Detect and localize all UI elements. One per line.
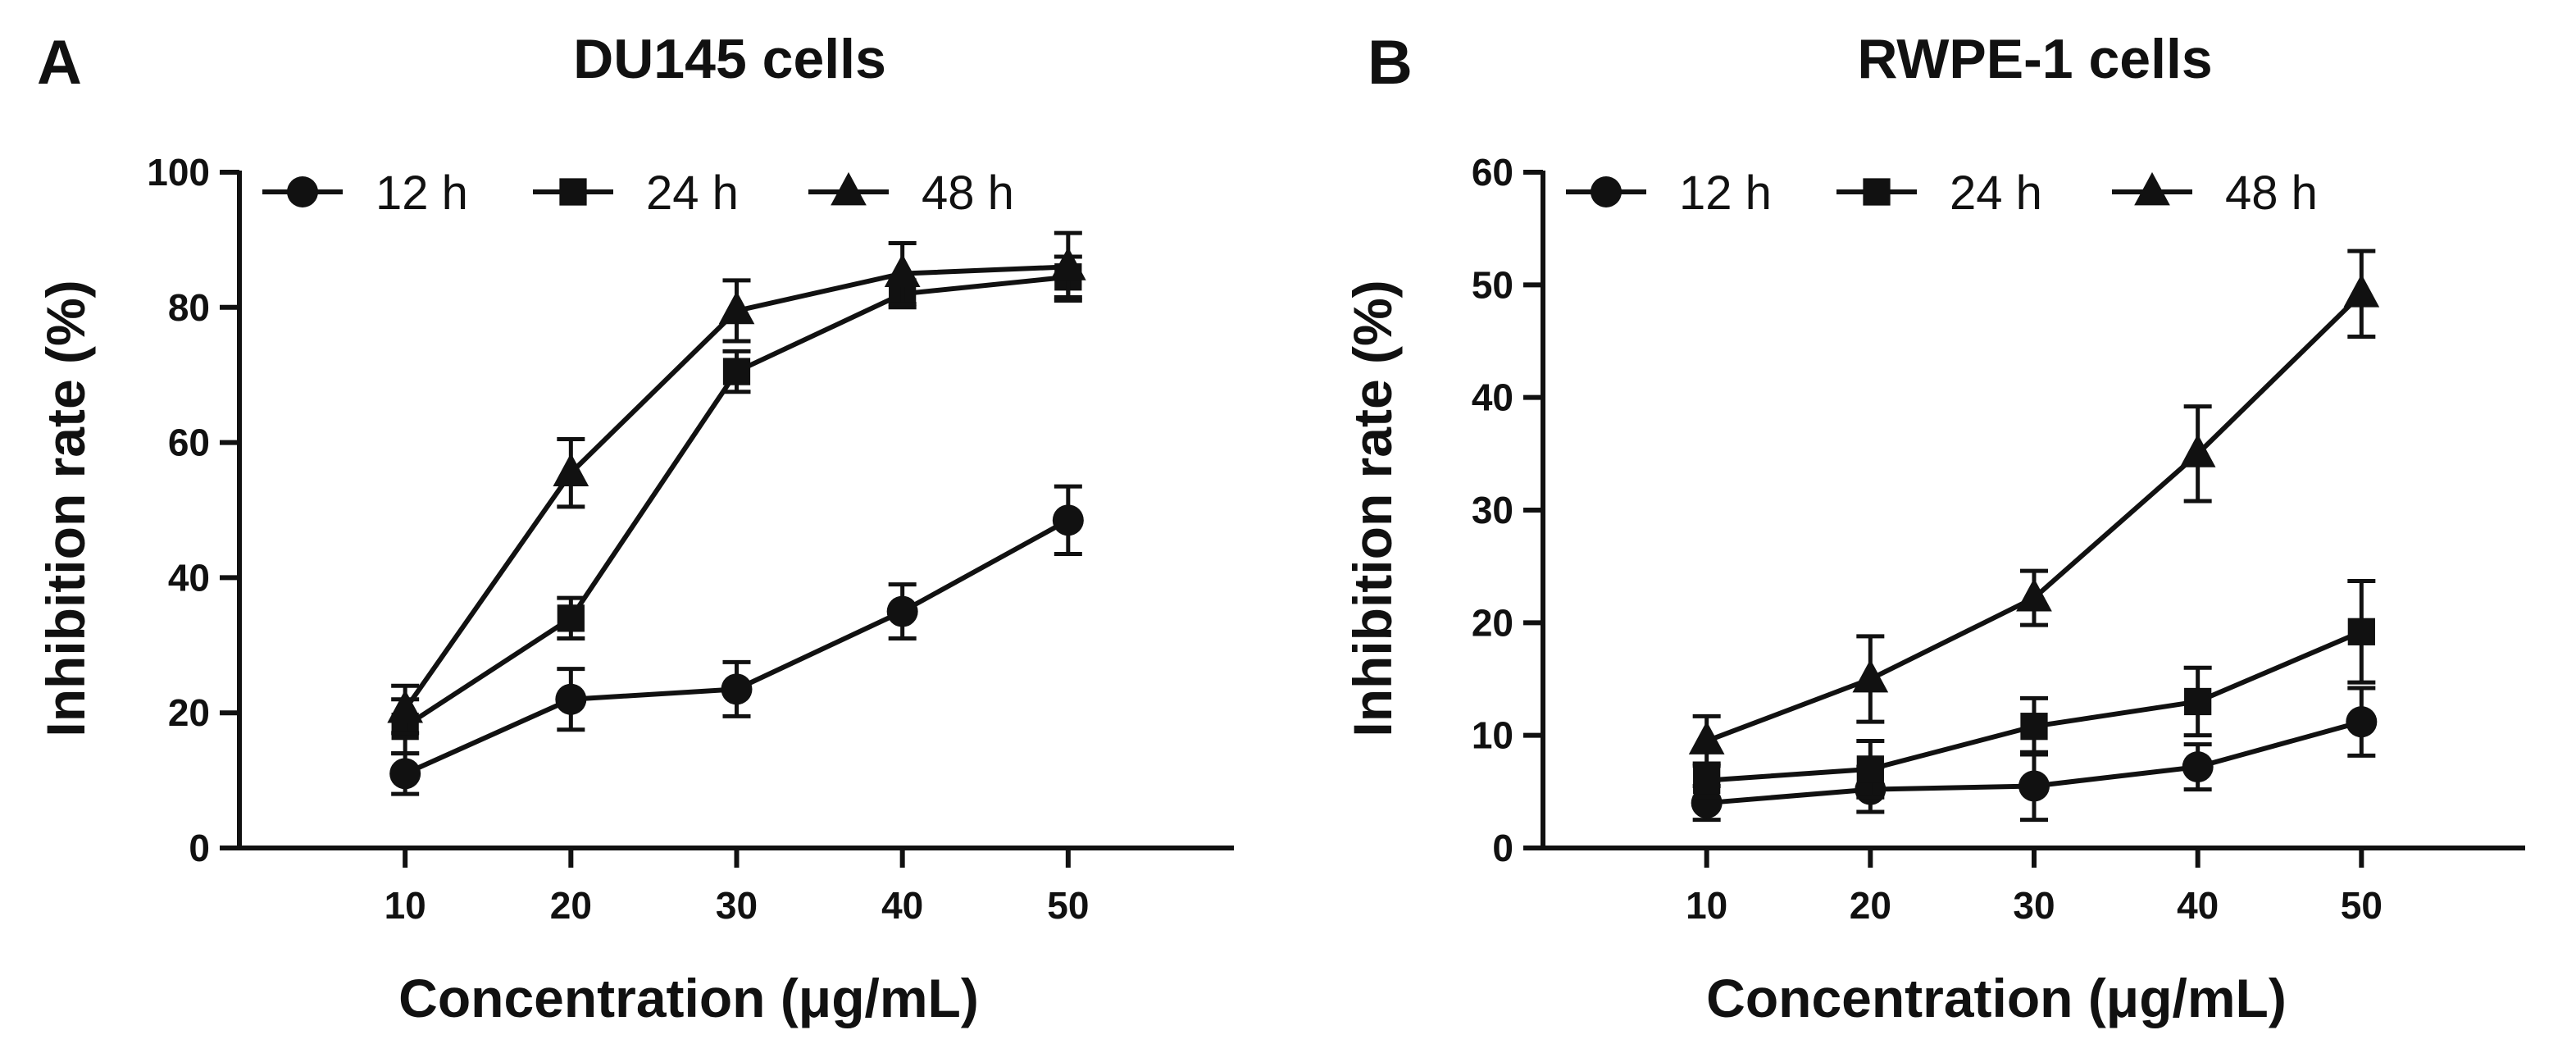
axes-a: 0 20 40 60 80 100 10 20 30 40 50 (147, 151, 1234, 927)
legend-label: 48 h (922, 166, 1014, 220)
chart-title-a: DU145 cells (573, 28, 886, 90)
data-point-square (2020, 713, 2048, 741)
x-axis-label-a: Concentration (μg/mL) (398, 968, 979, 1028)
legend-item-circle: 12 h (1566, 166, 1772, 220)
legend-item-triangle: 48 h (808, 166, 1014, 220)
data-point-square (1856, 755, 1884, 783)
y-tick-label: 0 (189, 827, 210, 869)
x-axis-label-b: Concentration (μg/mL) (1706, 968, 2287, 1028)
y-tick-label: 60 (168, 422, 210, 464)
data-point-triangle (387, 689, 424, 723)
data-point-triangle (718, 290, 755, 325)
y-tick-label: 20 (168, 691, 210, 734)
series-line (403, 274, 1069, 729)
data-point-circle (2018, 770, 2050, 802)
y-tick-label: 40 (168, 556, 210, 599)
legend-label: 24 h (646, 166, 739, 220)
y-axis-label-a: Inhibition rate (%) (35, 280, 96, 736)
panel-letter-b: B (1368, 28, 1413, 98)
x-tick-label: 30 (2013, 884, 2055, 927)
y-axis-label-b: Inhibition rate (%) (1342, 280, 1403, 736)
data-point-square (722, 358, 751, 385)
legend-label: 12 h (375, 166, 468, 220)
y-tick-label: 80 (168, 286, 210, 329)
x-tick-label: 40 (881, 884, 923, 927)
data-point-square (557, 604, 585, 632)
data-point-circle (389, 758, 421, 790)
legend-label: 12 h (1679, 166, 1772, 220)
legend-item-circle: 12 h (262, 166, 468, 220)
legend-item-square: 24 h (1836, 166, 2042, 220)
data-point-triangle (884, 253, 921, 287)
y-tick-label: 40 (1472, 376, 1513, 419)
panel-a: A DU145 cells Concentration (μg/mL) Inhi… (35, 28, 1234, 1028)
panel-letter-a: A (37, 28, 82, 98)
legend-item-triangle: 48 h (2112, 166, 2318, 220)
data-point-circle (555, 683, 587, 715)
series-triangle-b (1688, 248, 2380, 768)
data-point-circle (2182, 751, 2214, 783)
x-tick-label: 50 (1047, 884, 1089, 927)
data-point-triangle (1852, 659, 1889, 693)
axes-b: 0 10 20 30 40 50 60 10 20 30 40 50 (1472, 151, 2525, 927)
series-circle-a (389, 484, 1084, 796)
data-point-circle (1691, 787, 1723, 819)
data-point-square (1693, 766, 1721, 795)
y-tick-label: 20 (1472, 601, 1513, 644)
legend-a: 12 h 24 h 48 h (262, 166, 1014, 220)
panel-b: B RWPE-1 cells Concentration (μg/mL) Inh… (1342, 28, 2525, 1028)
x-tick-label: 10 (385, 884, 426, 927)
data-point-square (2184, 687, 2212, 716)
data-point-triangle (2179, 434, 2216, 467)
y-tick-label: 30 (1472, 489, 1513, 531)
data-point-triangle (1688, 721, 1725, 754)
data-point-triangle (2343, 274, 2380, 308)
data-point-circle (2346, 706, 2378, 738)
y-tick-label: 100 (147, 151, 210, 194)
legend-marker-triangle (2134, 171, 2170, 206)
y-tick-label: 0 (1492, 827, 1513, 869)
data-point-circle (886, 595, 918, 627)
x-tick-label: 20 (1850, 884, 1891, 927)
legend-b: 12 h 24 h 48 h (1566, 166, 2318, 220)
x-tick-label: 20 (550, 884, 592, 927)
y-tick-label: 50 (1472, 263, 1513, 306)
legend-label: 24 h (1950, 166, 2042, 220)
data-point-triangle (553, 453, 589, 487)
chart-title-b: RWPE-1 cells (1857, 28, 2212, 90)
y-tick-label: 60 (1472, 151, 1513, 194)
x-tick-label: 50 (2341, 884, 2383, 927)
series-layer-b (1688, 248, 2380, 823)
legend-item-square: 24 h (533, 166, 739, 220)
legend-marker-triangle (831, 171, 867, 206)
legend-marker-circle (1591, 176, 1622, 207)
x-tick-label: 40 (2177, 884, 2219, 927)
legend-label: 48 h (2225, 166, 2318, 220)
legend-marker-square (1863, 178, 1891, 206)
x-tick-label: 30 (716, 884, 758, 927)
data-point-circle (1052, 504, 1084, 536)
data-point-triangle (1049, 247, 1086, 280)
data-point-triangle (2016, 577, 2052, 612)
x-tick-label: 10 (1686, 884, 1727, 927)
series-line (403, 517, 1070, 777)
series-triangle-a (387, 230, 1086, 736)
legend-marker-square (559, 178, 587, 206)
y-tick-label: 10 (1472, 714, 1513, 757)
data-point-circle (721, 673, 753, 705)
series-square-b (1692, 579, 2376, 800)
legend-marker-circle (287, 176, 318, 207)
series-layer-a (387, 230, 1086, 796)
data-point-square (2347, 618, 2375, 645)
